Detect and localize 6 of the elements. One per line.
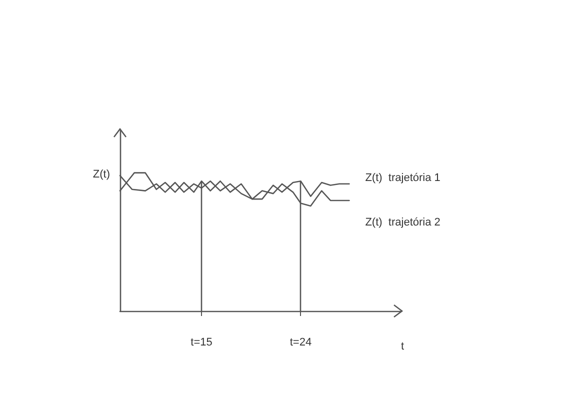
x-axis-title: t xyxy=(401,340,404,352)
x-tick-label: t=24 xyxy=(290,336,312,348)
text: Z(t) trajetória 2 xyxy=(365,216,440,228)
x-tick-label: t=15 xyxy=(190,336,212,348)
y-axis-title: Z(t) xyxy=(92,168,110,180)
series-label: Z(t) trajetória 1 xyxy=(365,172,440,184)
